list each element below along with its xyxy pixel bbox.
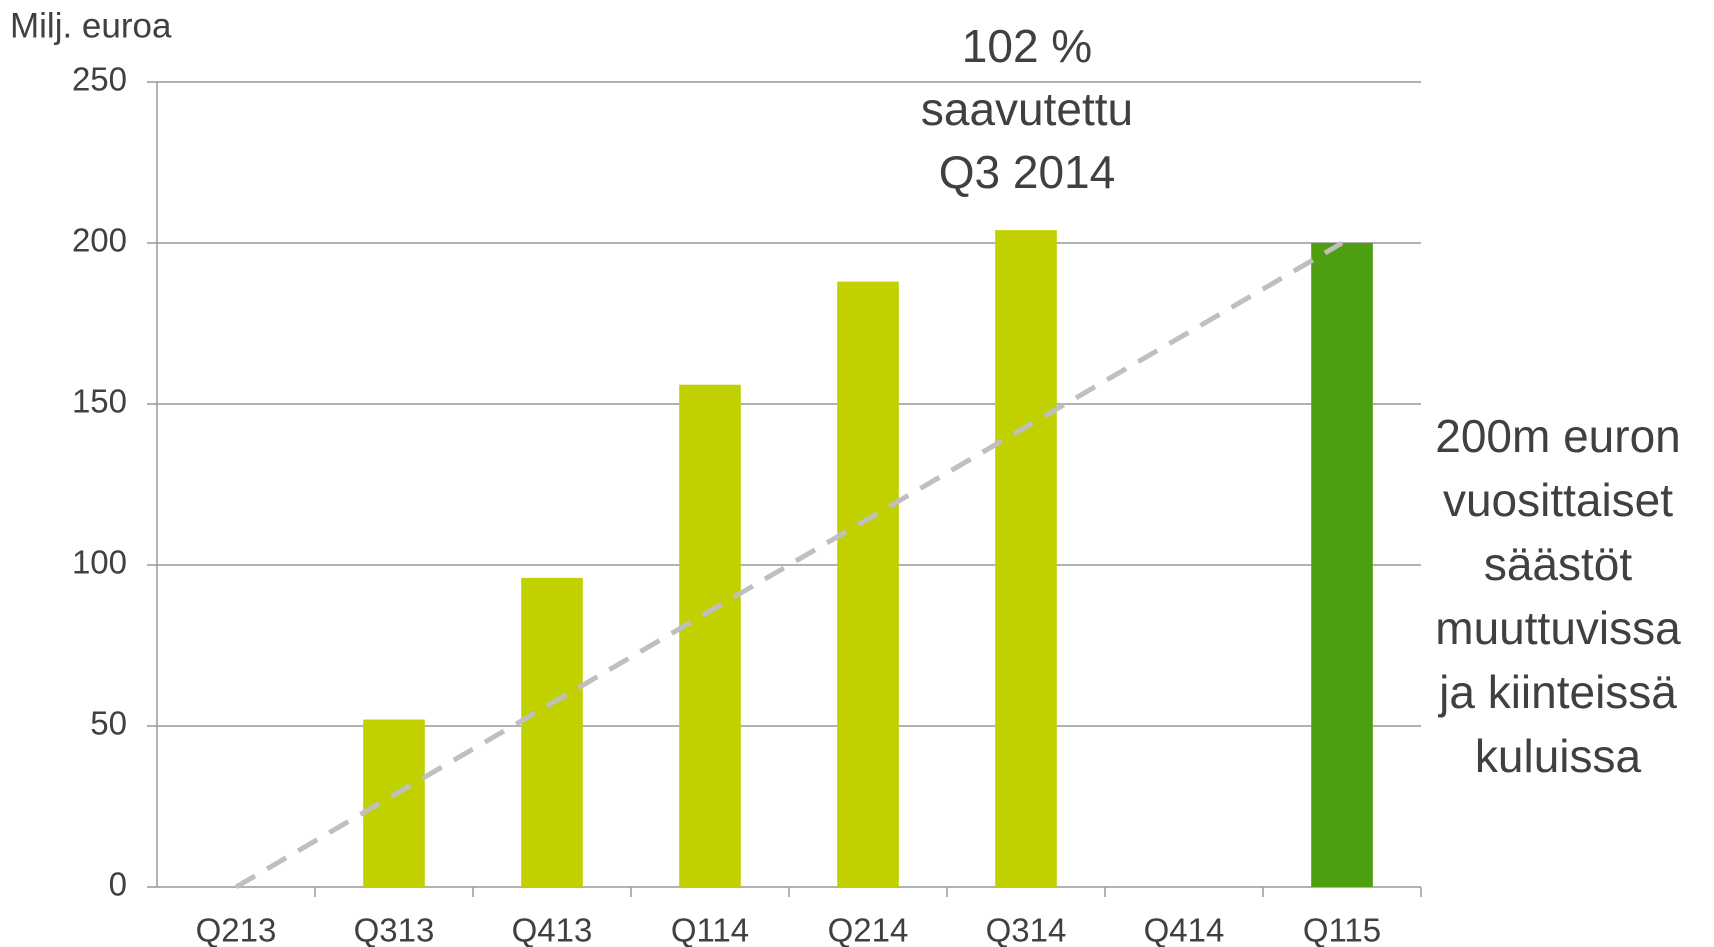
y-tick-label: 50 <box>90 705 127 742</box>
y-tick-label: 250 <box>72 61 127 98</box>
bar <box>995 230 1057 887</box>
x-tick-label: Q115 <box>1303 912 1381 947</box>
bar <box>1311 243 1373 887</box>
y-tick-label: 0 <box>109 866 127 903</box>
y-axis-label: Milj. euroa <box>10 6 172 45</box>
annotation: kuluissa <box>1475 730 1642 782</box>
annotation: vuosittaiset <box>1443 474 1673 526</box>
y-tick-label: 150 <box>72 383 127 420</box>
x-tick-label: Q413 <box>512 912 593 947</box>
bar <box>363 719 425 887</box>
x-tick-label: Q114 <box>671 912 749 947</box>
annotation: Q3 2014 <box>939 146 1115 198</box>
annotation: 102 % <box>962 20 1092 72</box>
bar <box>837 281 899 887</box>
annotation: saavutettu <box>921 83 1133 135</box>
y-tick-label: 100 <box>72 544 127 581</box>
annotation: muuttuvissa <box>1435 602 1681 654</box>
annotation: säästöt <box>1484 538 1633 590</box>
y-tick-label: 200 <box>72 222 127 259</box>
x-tick-label: Q314 <box>986 912 1067 947</box>
annotation: ja kiinteissä <box>1437 666 1677 718</box>
annotation: 200m euron <box>1435 410 1681 462</box>
bar <box>679 384 741 887</box>
x-tick-label: Q414 <box>1144 912 1225 947</box>
x-tick-label: Q313 <box>354 912 435 947</box>
x-tick-label: Q214 <box>828 912 909 947</box>
x-tick-label: Q213 <box>196 912 277 947</box>
bar <box>521 577 583 887</box>
